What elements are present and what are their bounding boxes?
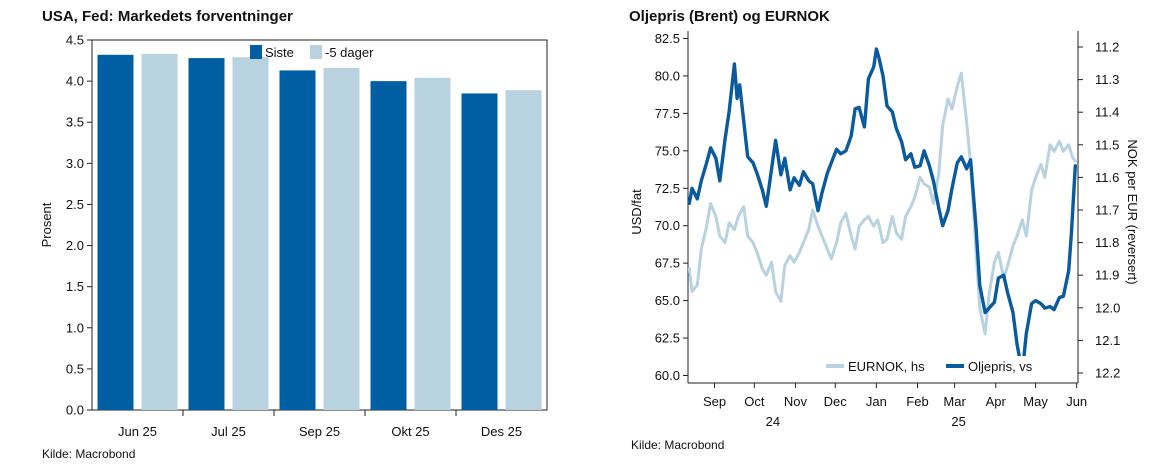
y-tick-label: 0.0 xyxy=(66,403,84,418)
right-y-tick-label: 11.9 xyxy=(1095,268,1119,283)
x-tick-label: Mar xyxy=(943,394,966,409)
bar-minus5-sep-25 xyxy=(323,67,360,410)
right-y-tick-label: 11.6 xyxy=(1095,170,1119,185)
left-y-tick-label: 70.0 xyxy=(655,218,680,233)
x-tick-label: Dec xyxy=(824,394,848,409)
right-chart-title: Oljepris (Brent) og EURNOK xyxy=(629,8,830,25)
x-tick-label: Jan xyxy=(866,394,887,409)
x-tick-label: Sep 25 xyxy=(299,424,340,439)
y-tick-label: 4.5 xyxy=(66,33,84,48)
left-y-tick-label: 80.0 xyxy=(655,68,680,83)
x-tick-label: Jul 25 xyxy=(211,424,246,439)
right-y-tick-label: 11.7 xyxy=(1095,203,1119,218)
legend-label: Siste xyxy=(265,45,294,60)
y-tick-label: 3.0 xyxy=(66,156,84,171)
right-y-tick-label: 12.0 xyxy=(1095,300,1120,315)
left-y-tick-label: 82.5 xyxy=(655,31,680,46)
left-chart-source: Kilde: Macrobond xyxy=(42,447,136,461)
left-y-tick-label: 65.0 xyxy=(655,293,680,308)
bar-minus5-des-25 xyxy=(505,90,542,411)
legend-swatch xyxy=(310,45,322,59)
left-chart-title: USA, Fed: Markedets forventninger xyxy=(42,8,293,25)
x-tick-label: Oct xyxy=(744,394,765,409)
oil-price-line xyxy=(687,47,1078,375)
bar-siste-jun-25 xyxy=(97,54,134,411)
right-chart-source: Kilde: Macrobond xyxy=(631,438,725,452)
x-year-label: 24 xyxy=(766,414,780,429)
x-tick-label: Des 25 xyxy=(481,424,522,439)
x-tick-label: Apr xyxy=(986,394,1007,409)
x-year-label: 25 xyxy=(951,414,965,429)
x-tick-label: Jun 25 xyxy=(118,424,157,439)
right-y-tick-label: 12.1 xyxy=(1095,333,1120,348)
left-y-tick-label: 77.5 xyxy=(655,106,680,121)
x-tick-label: Jun xyxy=(1066,394,1087,409)
left-y-tick-label: 60.0 xyxy=(655,368,680,383)
x-tick-label: May xyxy=(1023,394,1048,409)
y-tick-label: 4.0 xyxy=(66,74,84,89)
right-y-tick-label: 11.3 xyxy=(1095,72,1119,87)
legend-swatch xyxy=(250,45,262,59)
bar-minus5-jul-25 xyxy=(232,57,269,411)
left-y-tick-label: 67.5 xyxy=(655,256,680,271)
left-y-axis-label: USD/fat xyxy=(629,189,644,235)
right-y-tick-label: 12.2 xyxy=(1095,366,1120,381)
y-tick-label: 0.5 xyxy=(66,361,84,376)
x-tick-label: Feb xyxy=(906,394,928,409)
left-y-tick-label: 72.5 xyxy=(655,181,680,196)
bar-siste-okt-25 xyxy=(370,81,407,410)
legend-label: Oljepris, vs xyxy=(968,359,1033,374)
x-tick-label: Sep xyxy=(703,394,726,409)
legend-label: -5 dager xyxy=(325,45,374,60)
x-tick-label: Okt 25 xyxy=(391,424,429,439)
rate-expectations-bar-chart: 0.0 0.5 1.0 1.5 2.0 2.5 3.0 3.5 4.0 4.5 Prosent Jun… xyxy=(39,33,548,439)
y-axis-label: Prosent xyxy=(39,202,54,247)
legend: Siste -5 dager xyxy=(250,45,374,60)
bar-siste-jul-25 xyxy=(188,58,225,410)
bar-siste-sep-25 xyxy=(279,70,316,410)
right-y-axis-label: NOK per EUR (reversert) xyxy=(1125,139,1140,284)
right-y-tick-label: 11.2 xyxy=(1095,40,1119,55)
x-tick-label: Nov xyxy=(784,394,808,409)
bar-siste-des-25 xyxy=(461,93,498,410)
right-y-tick-label: 11.4 xyxy=(1095,105,1119,120)
left-y-tick-label: 75.0 xyxy=(655,143,680,158)
bar-minus5-jun-25 xyxy=(141,53,178,410)
y-tick-label: 1.0 xyxy=(66,320,84,335)
right-y-tick-label: 11.5 xyxy=(1095,137,1119,152)
right-y-tick-label: 11.8 xyxy=(1095,235,1119,250)
bar-minus5-okt-25 xyxy=(414,77,451,411)
left-y-tick-label: 62.5 xyxy=(655,331,680,346)
y-tick-label: 3.5 xyxy=(66,115,84,130)
legend-label: EURNOK, hs xyxy=(848,359,925,374)
plot-frame xyxy=(91,39,548,411)
y-tick-label: 2.0 xyxy=(66,238,84,253)
legend: EURNOK, hs Oljepris, vs xyxy=(822,356,1052,375)
eurnok-line xyxy=(687,71,1077,336)
legend-background xyxy=(822,356,1052,375)
y-tick-label: 2.5 xyxy=(66,197,84,212)
y-tick-label: 1.5 xyxy=(66,279,84,294)
